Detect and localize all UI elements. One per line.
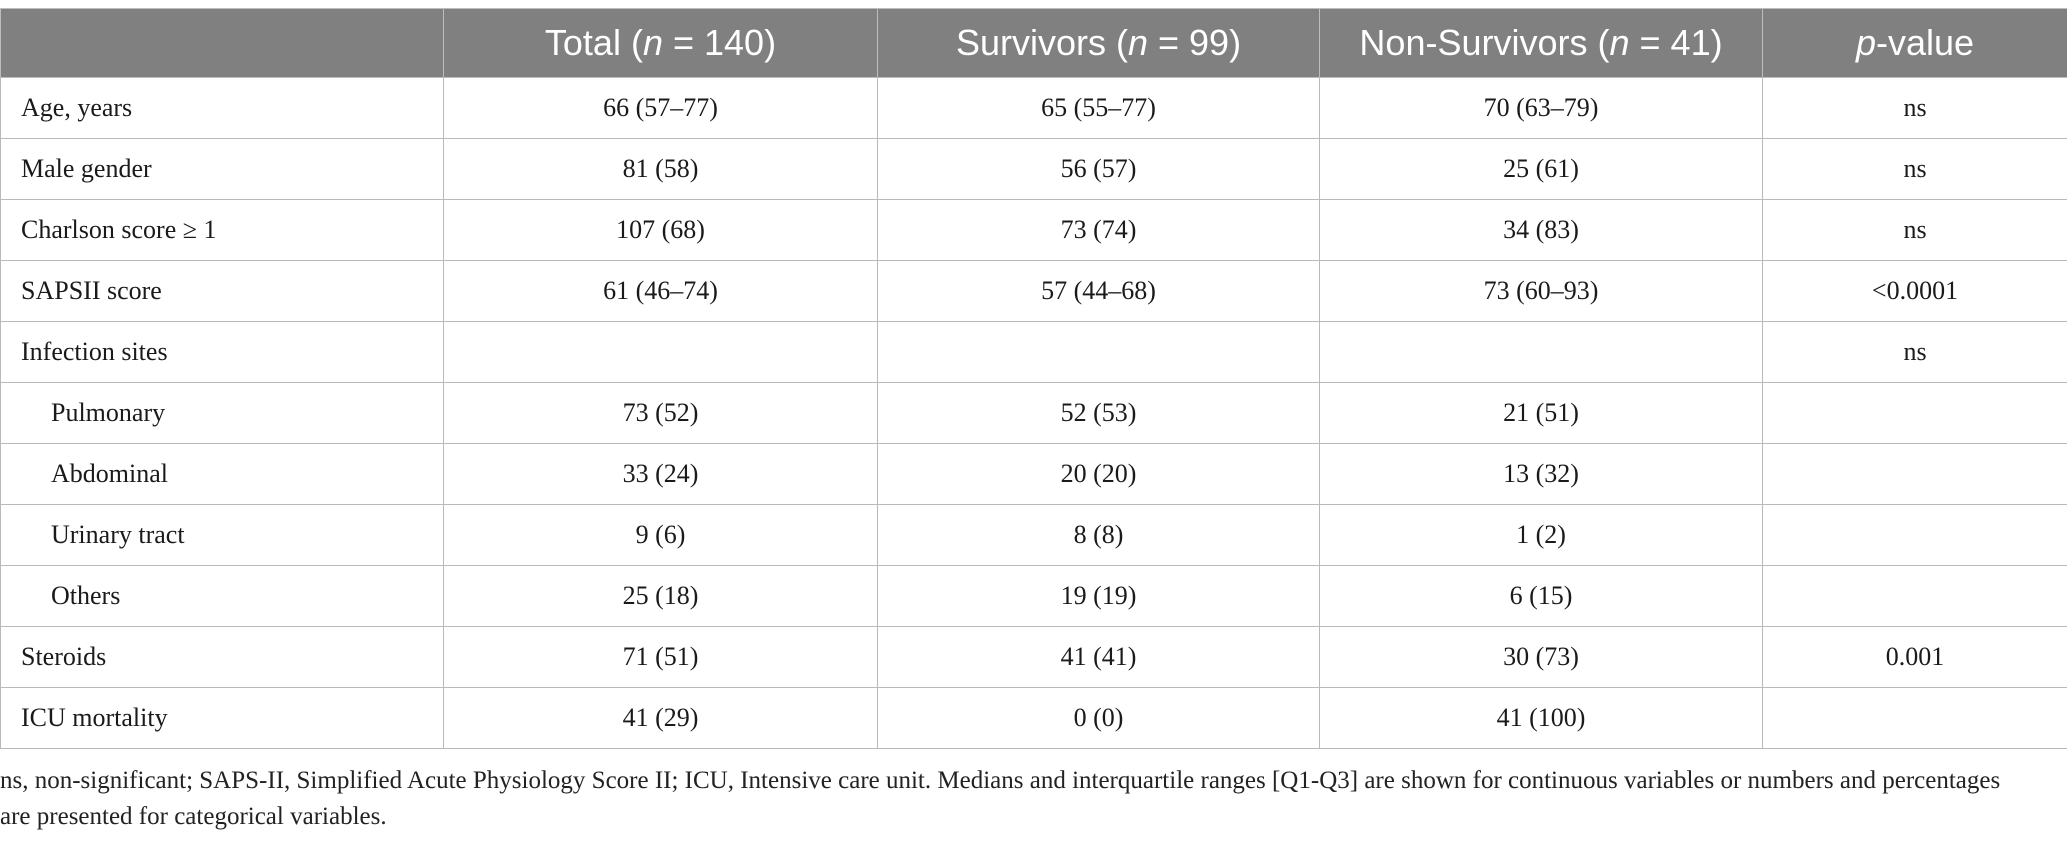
row-label: Pulmonary <box>0 382 444 444</box>
table-row: Age, years 66 (57–77) 65 (55–77) 70 (63–79)… <box>0 77 2067 139</box>
cell-total: 61 (46–74) <box>443 260 878 322</box>
row-label: Others <box>0 565 444 627</box>
cell-non-survivors: 73 (60–93) <box>1319 260 1763 322</box>
cell-non-survivors: 25 (61) <box>1319 138 1763 200</box>
cell-p-value <box>1762 504 2067 566</box>
table-row: Charlson score ≥ 1 107 (68) 73 (74) 34 (83)… <box>0 199 2067 261</box>
cell-non-survivors: 30 (73) <box>1319 626 1763 688</box>
cell-survivors: 19 (19) <box>877 565 1320 627</box>
cell-non-survivors: 34 (83) <box>1319 199 1763 261</box>
row-label: Age, years <box>0 77 444 139</box>
row-label: Steroids <box>0 626 444 688</box>
cell-total: 81 (58) <box>443 138 878 200</box>
row-label: SAPSII score <box>0 260 444 322</box>
cell-p-value: 0.001 <box>1762 626 2067 688</box>
patient-characteristics-table: Total (n = 140) Survivors (n = 99) Non-S… <box>0 8 2067 749</box>
cell-total: 66 (57–77) <box>443 77 878 139</box>
cell-survivors: 73 (74) <box>877 199 1320 261</box>
header-cell-non-survivors: Non-Survivors (n = 41) <box>1319 8 1763 78</box>
table-row: Abdominal 33 (24) 20 (20) 13 (32) <box>0 443 2067 505</box>
table-row: Infection sites ns <box>0 321 2067 383</box>
cell-p-value <box>1762 565 2067 627</box>
cell-total: 33 (24) <box>443 443 878 505</box>
cell-p-value: ns <box>1762 77 2067 139</box>
cell-non-survivors: 70 (63–79) <box>1319 77 1763 139</box>
cell-total: 41 (29) <box>443 687 878 749</box>
cell-total: 25 (18) <box>443 565 878 627</box>
cell-survivors: 56 (57) <box>877 138 1320 200</box>
cell-total: 71 (51) <box>443 626 878 688</box>
cell-survivors: 0 (0) <box>877 687 1320 749</box>
row-label: Infection sites <box>0 321 444 383</box>
cell-total: 73 (52) <box>443 382 878 444</box>
cell-p-value: ns <box>1762 199 2067 261</box>
row-label: Abdominal <box>0 443 444 505</box>
cell-non-survivors: 21 (51) <box>1319 382 1763 444</box>
table-body: Age, years 66 (57–77) 65 (55–77) 70 (63–79)… <box>0 77 2067 749</box>
cell-survivors: 20 (20) <box>877 443 1320 505</box>
header-cell-p-value: p-value <box>1762 8 2067 78</box>
cell-p-value: ns <box>1762 138 2067 200</box>
table-row: SAPSII score 61 (46–74) 57 (44–68) 73 (60–9… <box>0 260 2067 322</box>
cell-non-survivors <box>1319 321 1763 383</box>
cell-p-value <box>1762 382 2067 444</box>
cell-p-value: ns <box>1762 321 2067 383</box>
cell-survivors: 41 (41) <box>877 626 1320 688</box>
cell-p-value <box>1762 687 2067 749</box>
row-label: Male gender <box>0 138 444 200</box>
cell-non-survivors: 13 (32) <box>1319 443 1763 505</box>
header-cell-label <box>0 8 444 78</box>
table-row: ICU mortality 41 (29) 0 (0) 41 (100) <box>0 687 2067 749</box>
cell-total: 107 (68) <box>443 199 878 261</box>
header-row: Total (n = 140) Survivors (n = 99) Non-S… <box>0 8 2067 78</box>
cell-total: 9 (6) <box>443 504 878 566</box>
cell-survivors: 57 (44–68) <box>877 260 1320 322</box>
row-label: ICU mortality <box>0 687 444 749</box>
cell-p-value: <0.0001 <box>1762 260 2067 322</box>
cell-non-survivors: 6 (15) <box>1319 565 1763 627</box>
row-label: Charlson score ≥ 1 <box>0 199 444 261</box>
table-row: Steroids 71 (51) 41 (41) 30 (73) 0.001 <box>0 626 2067 688</box>
cell-p-value <box>1762 443 2067 505</box>
table-row: Pulmonary 73 (52) 52 (53) 21 (51) <box>0 382 2067 444</box>
cell-non-survivors: 41 (100) <box>1319 687 1763 749</box>
header-cell-survivors: Survivors (n = 99) <box>877 8 1320 78</box>
table-row: Others 25 (18) 19 (19) 6 (15) <box>0 565 2067 627</box>
table-header: Total (n = 140) Survivors (n = 99) Non-S… <box>0 8 2067 78</box>
cell-total <box>443 321 878 383</box>
table-row: Male gender 81 (58) 56 (57) 25 (61) ns <box>0 138 2067 200</box>
cell-survivors <box>877 321 1320 383</box>
header-cell-total: Total (n = 140) <box>443 8 878 78</box>
cell-survivors: 52 (53) <box>877 382 1320 444</box>
row-label: Urinary tract <box>0 504 444 566</box>
table-footnote: ns, non-significant; SAPS-II, Simplified… <box>0 767 2001 830</box>
cell-non-survivors: 1 (2) <box>1319 504 1763 566</box>
table-row: Urinary tract 9 (6) 8 (8) 1 (2) <box>0 504 2067 566</box>
cell-survivors: 65 (55–77) <box>877 77 1320 139</box>
cell-survivors: 8 (8) <box>877 504 1320 566</box>
